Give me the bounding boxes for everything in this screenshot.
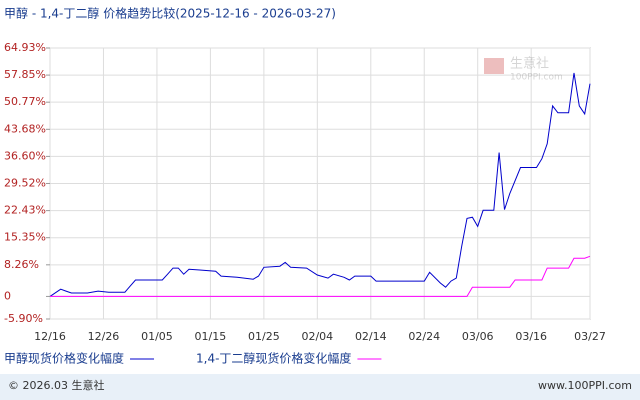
chart-title: 甲醇 - 1,4-丁二醇 价格趋势比较(2025-12-16 - 2026-03… — [4, 6, 336, 21]
y-tick-label: 36.60% — [4, 149, 46, 162]
x-tick-label: 01/05 — [141, 330, 173, 343]
y-tick-label: 64.93% — [4, 41, 46, 54]
y-tick-label: 50.77% — [4, 95, 46, 108]
y-tick-label: 29.52% — [4, 176, 46, 189]
x-tick-label: 12/16 — [34, 330, 66, 343]
series-line — [50, 255, 591, 297]
x-tick-label: 02/24 — [408, 330, 440, 343]
x-tick-label: 02/14 — [355, 330, 387, 343]
x-tick-label: 03/16 — [515, 330, 547, 343]
y-tick-label: 43.68% — [4, 122, 46, 135]
legend-label: 甲醇现货价格变化幅度 — [4, 351, 124, 366]
x-tick-label: 03/06 — [462, 330, 494, 343]
y-tick-label: 15.35% — [4, 231, 46, 244]
footer-left: © 2026.03 生意社 — [8, 378, 104, 392]
watermark-logo — [484, 58, 504, 74]
footer-band — [0, 374, 640, 400]
x-tick-label: 01/25 — [248, 330, 280, 343]
y-tick-label: 22.43% — [4, 204, 46, 217]
series-line — [49, 72, 591, 297]
y-tick-label: 0 — [4, 289, 11, 302]
watermark: 生意社 100PPI.com — [484, 56, 563, 83]
x-tick-label: 12/26 — [88, 330, 120, 343]
legend-label: 1,4-丁二醇现货价格变化幅度 — [196, 351, 351, 366]
x-tick-label: 03/27 — [574, 330, 606, 343]
y-tick-label: -5.90% — [4, 312, 43, 325]
x-tick-label: 02/04 — [301, 330, 333, 343]
x-tick-label: 01/15 — [195, 330, 227, 343]
footer-right: www.100PPI.com — [538, 379, 632, 392]
y-tick-label: 57.85% — [4, 68, 46, 81]
y-tick-label: 8.26% — [4, 258, 39, 271]
watermark-text: 生意社 — [510, 56, 549, 72]
watermark-text: 100PPI.com — [510, 73, 563, 83]
